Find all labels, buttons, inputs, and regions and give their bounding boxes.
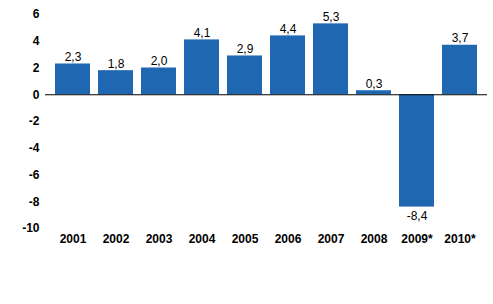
svg-text:2006: 2006 <box>275 232 302 246</box>
svg-text:2,9: 2,9 <box>237 42 254 56</box>
svg-text:4,4: 4,4 <box>280 22 297 36</box>
svg-text:-10: -10 <box>22 221 40 235</box>
svg-text:2,0: 2,0 <box>151 54 168 68</box>
svg-text:2008: 2008 <box>361 232 388 246</box>
svg-text:4,1: 4,1 <box>194 26 211 40</box>
svg-text:3,7: 3,7 <box>452 31 469 45</box>
svg-text:2005: 2005 <box>232 232 259 246</box>
svg-text:5,3: 5,3 <box>323 10 340 24</box>
svg-text:2002: 2002 <box>103 232 130 246</box>
svg-text:2009*: 2009* <box>401 232 433 246</box>
svg-text:1,8: 1,8 <box>108 57 125 71</box>
svg-text:2004: 2004 <box>189 232 216 246</box>
svg-text:2: 2 <box>33 61 40 75</box>
svg-text:0,3: 0,3 <box>366 77 383 91</box>
svg-text:-8,4: -8,4 <box>407 209 428 223</box>
svg-text:-4: -4 <box>29 141 40 155</box>
svg-text:4: 4 <box>33 34 40 48</box>
svg-text:2003: 2003 <box>146 232 173 246</box>
svg-text:-2: -2 <box>29 114 40 128</box>
svg-text:-6: -6 <box>29 168 40 182</box>
svg-text:2001: 2001 <box>60 232 87 246</box>
svg-text:2007: 2007 <box>318 232 345 246</box>
svg-text:0: 0 <box>33 88 40 102</box>
svg-text:-8: -8 <box>29 195 40 209</box>
svg-text:6: 6 <box>33 7 40 21</box>
svg-text:2,3: 2,3 <box>65 50 82 64</box>
svg-text:2010*: 2010* <box>444 232 476 246</box>
